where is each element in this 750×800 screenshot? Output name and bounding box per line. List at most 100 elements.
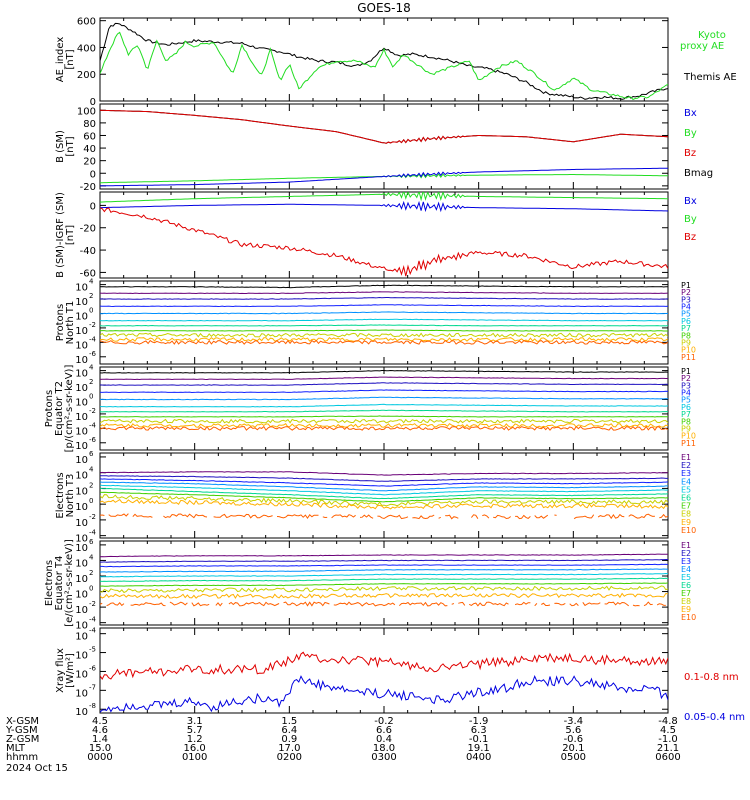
footer-row-label: MLT	[6, 743, 26, 754]
legend-entry: Bx	[684, 108, 697, 119]
legend-entry: E1	[681, 541, 691, 550]
y-tick-exponent: 0	[89, 585, 93, 593]
legend-entry: E9	[681, 518, 691, 527]
y-tick-label: 10	[75, 369, 88, 380]
y-axis-label: [nT]	[65, 49, 76, 69]
series-line-p4	[100, 304, 668, 308]
legend-entry: Bx	[684, 196, 697, 207]
y-tick-label: 10	[75, 502, 88, 513]
footer-value: 1.2	[187, 734, 203, 745]
y-axis-label: North T1	[65, 301, 76, 345]
legend-entry: P6	[681, 403, 691, 412]
y-tick-exponent: 0	[89, 497, 93, 505]
series-line-e5	[100, 572, 668, 578]
legend-entry: P5	[681, 310, 691, 319]
y-tick-exponent: 2	[89, 569, 93, 577]
y-tick-label: -20	[80, 224, 96, 235]
y-tick-label: 10	[75, 326, 88, 337]
legend-entry: E10	[681, 526, 696, 535]
legend-entry: Bmag	[684, 168, 713, 179]
series-line-e4	[100, 481, 668, 492]
y-tick-exponent: -2	[89, 600, 96, 608]
footer-value: 0.4	[376, 734, 392, 745]
panel-bigrf: 0 -20 -40 -60 B (SM)-IGRF (SM) [nT] Bx By Bz	[55, 191, 697, 279]
y-axis-label: B (SM)	[55, 130, 66, 163]
y-tick-label: 60	[83, 131, 96, 142]
y-tick-exponent: 0	[89, 306, 93, 314]
legend-entry: P3	[681, 381, 691, 390]
series-line-e6	[100, 487, 668, 500]
y-tick-exponent: 4	[89, 466, 94, 474]
series-line-e3	[100, 563, 668, 568]
y-axis-label: Electrons	[44, 560, 55, 606]
legend-entry: E5	[681, 573, 691, 582]
legend-entry: E3	[681, 469, 691, 478]
panel-data	[100, 471, 668, 520]
y-tick-label: 10	[75, 441, 88, 452]
footer-date: 2024 Oct 15	[6, 763, 68, 774]
footer-value: 5.6	[565, 725, 581, 736]
y-tick-exponent: 4	[89, 364, 94, 372]
footer-row-label: Y-GSM	[5, 725, 38, 736]
y-axis-label: Equator T2	[54, 381, 65, 436]
legend-entry: E10	[681, 613, 696, 622]
y-tick-exponent: 6	[89, 538, 94, 546]
series-line-p3	[100, 296, 668, 300]
footer-value: 21.1	[657, 743, 679, 754]
footer-value: -0.1	[469, 734, 489, 745]
footer-value: 6.3	[471, 725, 487, 736]
legend-entry: E5	[681, 485, 691, 494]
y-tick-exponent: -8	[89, 702, 96, 710]
footer-value: 4.5	[92, 716, 108, 727]
y-tick-exponent: -4	[89, 616, 97, 624]
y-tick-exponent: -7	[89, 683, 96, 691]
series-line-e1	[100, 553, 668, 558]
legend-entry: E7	[681, 502, 691, 511]
y-axis-label: Equator T4	[54, 556, 65, 611]
y-tick-exponent: -6	[89, 664, 97, 672]
footer-value: -4.8	[658, 716, 678, 727]
series-line-bx	[100, 200, 668, 213]
y-tick-exponent: -4	[89, 627, 97, 635]
legend-entry: P2	[681, 374, 691, 383]
series-line-e2	[100, 559, 668, 563]
series-line-bmag	[100, 109, 668, 144]
y-tick-label: 10	[75, 688, 88, 699]
y-tick-label: 10	[75, 455, 88, 466]
footer-value: 19.1	[468, 743, 490, 754]
footer-value: 1.5	[281, 716, 297, 727]
legend-entry: E4	[681, 477, 691, 486]
y-axis-label: Protons	[55, 304, 66, 341]
legend-entry: Bz	[684, 232, 696, 243]
footer-value: 1.4	[92, 734, 108, 745]
footer-value: 6.6	[376, 725, 392, 736]
series-line-p11	[100, 425, 668, 431]
series-line-e10	[100, 513, 668, 520]
footer-value: 3.1	[187, 716, 203, 727]
y-tick-label: 10	[75, 669, 88, 680]
y-tick-label: 10	[75, 311, 88, 322]
y-tick-label: 400	[77, 43, 96, 54]
footer-value: 0600	[655, 752, 680, 763]
footer-value: 4.5	[660, 725, 676, 736]
legend-entry: E2	[681, 549, 691, 558]
legend-entry: By	[684, 214, 697, 225]
y-tick-label: -40	[80, 246, 96, 257]
series-line-e9	[100, 498, 668, 510]
y-tick-exponent: -2	[89, 513, 96, 521]
legend-entry: P1	[681, 281, 691, 290]
y-tick-label: 10	[75, 590, 88, 601]
legend-entry: E9	[681, 605, 691, 614]
footer-value: 5.7	[187, 725, 203, 736]
series-line-p5	[100, 311, 668, 315]
y-tick-label: -20	[80, 182, 96, 193]
legend-entry: P3	[681, 295, 691, 304]
legend-entry: E6	[681, 581, 691, 590]
y-axis-label: [e/(cm²-s-sr-keV)]	[64, 539, 75, 627]
y-tick-label: 10	[75, 632, 88, 643]
legend-entry: By	[684, 128, 697, 139]
legend-entry: P9	[681, 424, 691, 433]
y-tick-label: 10	[75, 518, 88, 529]
